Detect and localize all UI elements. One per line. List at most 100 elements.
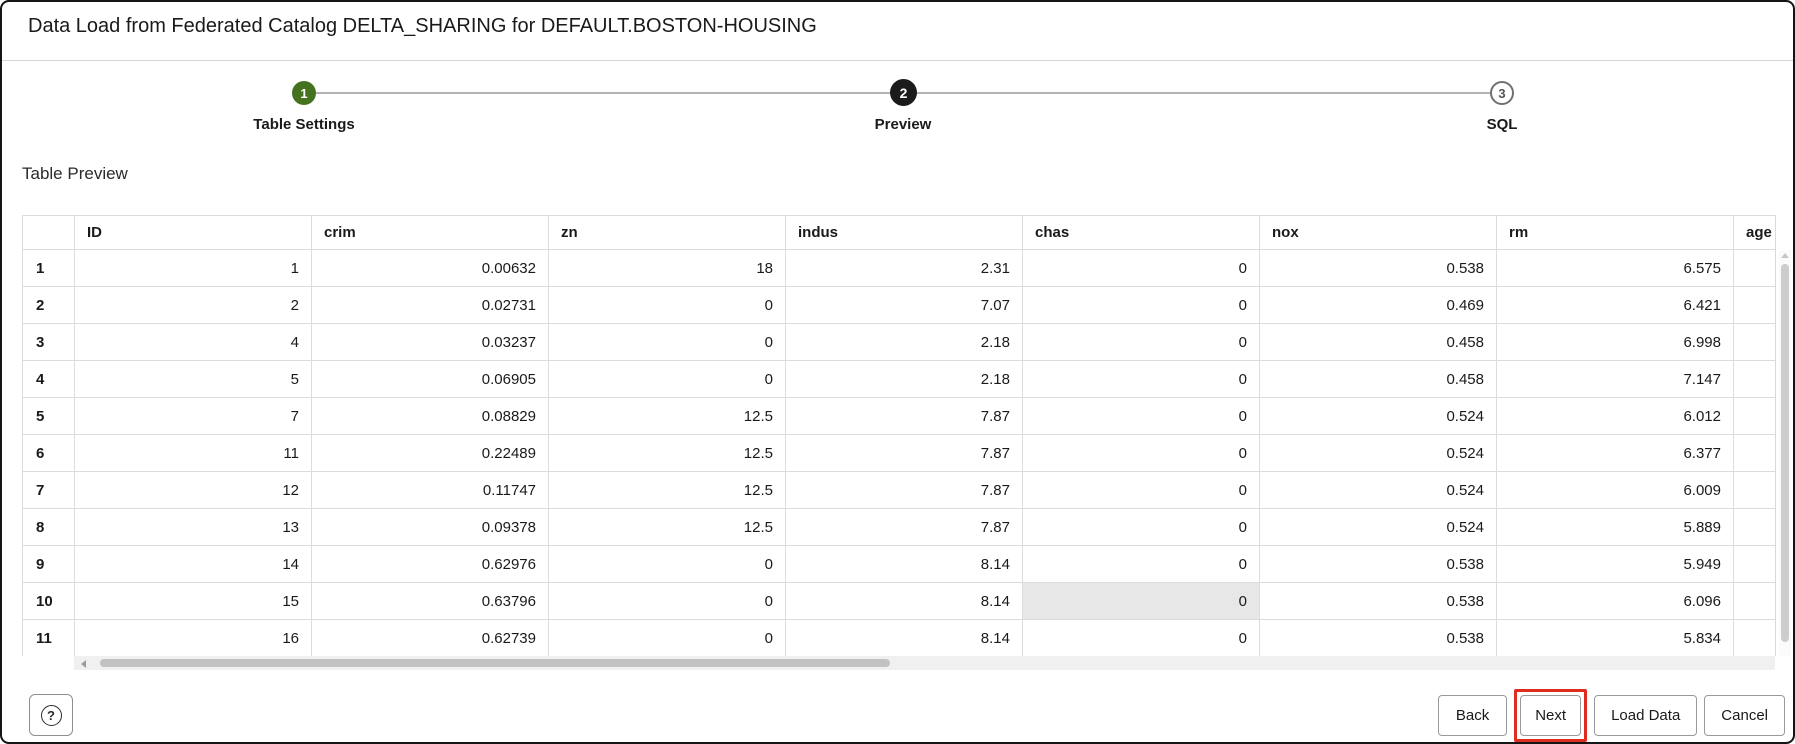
cell-age[interactable] (1733, 619, 1775, 656)
cell-crim[interactable]: 0.00632 (311, 249, 549, 287)
cell-ID[interactable]: 1 (74, 249, 312, 287)
cell-zn[interactable]: 18 (548, 249, 786, 287)
cell-chas[interactable]: 0 (1022, 582, 1260, 620)
cell-crim[interactable]: 0.09378 (311, 508, 549, 546)
row-number[interactable]: 2 (22, 286, 75, 324)
cell-indus[interactable]: 2.18 (785, 323, 1023, 361)
cell-chas[interactable]: 0 (1022, 471, 1260, 509)
cell-crim[interactable]: 0.22489 (311, 434, 549, 472)
cell-ID[interactable]: 14 (74, 545, 312, 583)
cell-age[interactable] (1733, 471, 1775, 509)
cell-age[interactable] (1733, 286, 1775, 324)
cell-indus[interactable]: 7.87 (785, 471, 1023, 509)
row-number[interactable]: 8 (22, 508, 75, 546)
cell-ID[interactable]: 15 (74, 582, 312, 620)
cell-rm[interactable]: 5.949 (1496, 545, 1734, 583)
cell-nox[interactable]: 0.469 (1259, 286, 1497, 324)
cell-rm[interactable]: 7.147 (1496, 360, 1734, 398)
cell-chas[interactable]: 0 (1022, 619, 1260, 656)
cell-age[interactable] (1733, 360, 1775, 398)
cell-rm[interactable]: 6.377 (1496, 434, 1734, 472)
cell-chas[interactable]: 0 (1022, 434, 1260, 472)
cell-nox[interactable]: 0.458 (1259, 323, 1497, 361)
row-number[interactable]: 10 (22, 582, 75, 620)
cell-nox[interactable]: 0.458 (1259, 360, 1497, 398)
cell-indus[interactable]: 8.14 (785, 582, 1023, 620)
cell-crim[interactable]: 0.08829 (311, 397, 549, 435)
cell-zn[interactable]: 12.5 (548, 434, 786, 472)
cell-nox[interactable]: 0.524 (1259, 471, 1497, 509)
cell-chas[interactable]: 0 (1022, 397, 1260, 435)
cell-rm[interactable]: 6.998 (1496, 323, 1734, 361)
cell-indus[interactable]: 8.14 (785, 545, 1023, 583)
row-number[interactable]: 1 (22, 249, 75, 287)
cell-nox[interactable]: 0.524 (1259, 508, 1497, 546)
cell-chas[interactable]: 0 (1022, 286, 1260, 324)
row-number[interactable]: 5 (22, 397, 75, 435)
cell-ID[interactable]: 7 (74, 397, 312, 435)
cell-crim[interactable]: 0.06905 (311, 360, 549, 398)
cell-age[interactable] (1733, 323, 1775, 361)
cell-age[interactable] (1733, 249, 1775, 287)
cell-ID[interactable]: 16 (74, 619, 312, 656)
cell-rm[interactable]: 6.012 (1496, 397, 1734, 435)
back-button[interactable]: Back (1437, 694, 1508, 736)
cell-zn[interactable]: 0 (548, 360, 786, 398)
cell-nox[interactable]: 0.524 (1259, 397, 1497, 435)
cell-nox[interactable]: 0.538 (1259, 249, 1497, 287)
cell-chas[interactable]: 0 (1022, 249, 1260, 287)
cell-zn[interactable]: 0 (548, 582, 786, 620)
cell-indus[interactable]: 7.87 (785, 508, 1023, 546)
cell-chas[interactable]: 0 (1022, 508, 1260, 546)
cell-zn[interactable]: 0 (548, 323, 786, 361)
cell-indus[interactable]: 8.14 (785, 619, 1023, 656)
help-button[interactable]: ? (29, 694, 73, 736)
row-number[interactable]: 7 (22, 471, 75, 509)
cell-chas[interactable]: 0 (1022, 323, 1260, 361)
cell-indus[interactable]: 2.31 (785, 249, 1023, 287)
cell-ID[interactable]: 4 (74, 323, 312, 361)
cell-indus[interactable]: 2.18 (785, 360, 1023, 398)
cell-rm[interactable]: 6.009 (1496, 471, 1734, 509)
row-number[interactable]: 4 (22, 360, 75, 398)
cell-crim[interactable]: 0.11747 (311, 471, 549, 509)
row-number[interactable]: 11 (22, 619, 75, 656)
scroll-left-arrow-icon[interactable] (81, 660, 86, 668)
cell-rm[interactable]: 6.096 (1496, 582, 1734, 620)
cell-indus[interactable]: 7.07 (785, 286, 1023, 324)
cell-chas[interactable]: 0 (1022, 360, 1260, 398)
cell-ID[interactable]: 2 (74, 286, 312, 324)
row-number[interactable]: 3 (22, 323, 75, 361)
horizontal-scrollbar-thumb[interactable] (100, 659, 890, 667)
cell-crim[interactable]: 0.62976 (311, 545, 549, 583)
load-data-button[interactable]: Load Data (1594, 694, 1698, 736)
next-button[interactable]: Next (1520, 694, 1582, 736)
vertical-scrollbar[interactable] (1779, 250, 1791, 656)
cell-ID[interactable]: 13 (74, 508, 312, 546)
cell-age[interactable] (1733, 508, 1775, 546)
cell-ID[interactable]: 12 (74, 471, 312, 509)
cell-ID[interactable]: 5 (74, 360, 312, 398)
cell-rm[interactable]: 6.421 (1496, 286, 1734, 324)
cell-zn[interactable]: 0 (548, 545, 786, 583)
cell-indus[interactable]: 7.87 (785, 397, 1023, 435)
cell-nox[interactable]: 0.538 (1259, 619, 1497, 656)
cell-nox[interactable]: 0.538 (1259, 582, 1497, 620)
cell-age[interactable] (1733, 434, 1775, 472)
cell-crim[interactable]: 0.03237 (311, 323, 549, 361)
cell-chas[interactable]: 0 (1022, 545, 1260, 583)
cell-rm[interactable]: 5.889 (1496, 508, 1734, 546)
horizontal-scrollbar[interactable] (74, 656, 1775, 670)
cell-age[interactable] (1733, 397, 1775, 435)
row-number[interactable]: 9 (22, 545, 75, 583)
cell-age[interactable] (1733, 545, 1775, 583)
cell-rm[interactable]: 5.834 (1496, 619, 1734, 656)
cell-zn[interactable]: 12.5 (548, 471, 786, 509)
cell-crim[interactable]: 0.62739 (311, 619, 549, 656)
cell-zn[interactable]: 0 (548, 619, 786, 656)
vertical-scrollbar-thumb[interactable] (1781, 264, 1789, 642)
cell-crim[interactable]: 0.02731 (311, 286, 549, 324)
cell-age[interactable] (1733, 582, 1775, 620)
cell-zn[interactable]: 0 (548, 286, 786, 324)
scroll-up-arrow-icon[interactable] (1781, 253, 1789, 258)
